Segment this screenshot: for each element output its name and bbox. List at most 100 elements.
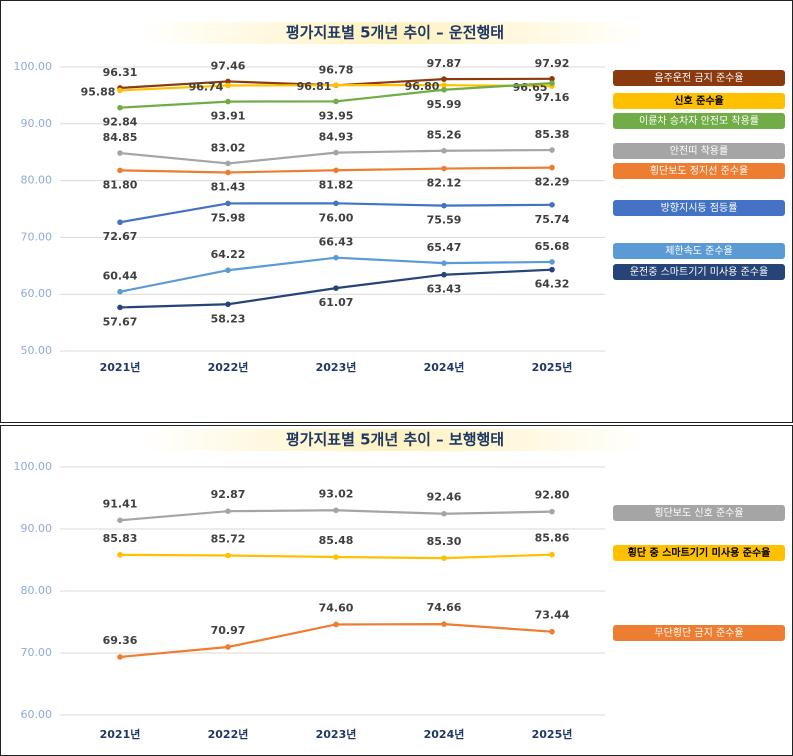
data-label: 91.41 bbox=[103, 497, 138, 510]
data-label: 97.87 bbox=[427, 57, 462, 70]
x-tick-label: 2023년 bbox=[316, 727, 357, 741]
data-label: 92.80 bbox=[535, 489, 570, 502]
title-band bbox=[140, 429, 650, 451]
x-tick-label: 2024년 bbox=[424, 360, 465, 374]
legend-swatch bbox=[613, 143, 785, 159]
data-point bbox=[441, 76, 447, 82]
legend-swatch bbox=[613, 545, 785, 561]
data-label: 85.38 bbox=[535, 128, 570, 141]
legend-swatch bbox=[613, 243, 785, 259]
data-label: 74.60 bbox=[319, 601, 354, 614]
data-label: 97.92 bbox=[535, 57, 570, 70]
x-tick-label: 2025년 bbox=[532, 360, 573, 374]
data-label: 96.81 bbox=[297, 80, 332, 93]
data-point bbox=[549, 259, 555, 265]
data-label: 76.00 bbox=[319, 211, 354, 224]
data-point bbox=[333, 149, 339, 156]
data-label: 64.22 bbox=[211, 248, 246, 261]
y-tick-label: 90.00 bbox=[21, 522, 53, 535]
data-label: 92.84 bbox=[103, 116, 138, 129]
data-label: 66.43 bbox=[319, 236, 354, 249]
data-point bbox=[117, 87, 123, 94]
legend-label: 횡단보도 정지선 준수율 bbox=[650, 165, 748, 177]
data-label: 93.91 bbox=[211, 110, 246, 123]
y-tick-label: 80.00 bbox=[21, 174, 53, 187]
data-point bbox=[225, 82, 231, 89]
data-point bbox=[117, 167, 123, 174]
data-label: 58.23 bbox=[211, 312, 246, 325]
data-label: 85.30 bbox=[427, 535, 462, 548]
data-point bbox=[441, 510, 447, 517]
x-tick-label: 2022년 bbox=[208, 360, 249, 374]
legend-swatch bbox=[613, 625, 785, 641]
legend-swatch bbox=[613, 163, 785, 179]
data-point bbox=[225, 508, 231, 515]
data-point bbox=[117, 654, 123, 660]
data-label: 92.87 bbox=[211, 488, 246, 501]
x-tick-label: 2023년 bbox=[316, 360, 357, 374]
data-point bbox=[225, 552, 231, 559]
data-label: 74.66 bbox=[427, 601, 462, 614]
data-label: 63.43 bbox=[427, 283, 462, 296]
y-tick-label: 90.00 bbox=[21, 117, 53, 130]
legend-label: 횡단보도 신호 준수율 bbox=[654, 507, 743, 519]
y-tick-label: 70.00 bbox=[21, 230, 53, 243]
data-label: 85.72 bbox=[211, 533, 246, 546]
data-label: 93.02 bbox=[319, 487, 354, 500]
data-label: 96.78 bbox=[319, 63, 354, 76]
data-point bbox=[549, 164, 555, 171]
data-label: 73.44 bbox=[535, 609, 570, 622]
y-tick-label: 100.00 bbox=[14, 60, 53, 73]
data-point bbox=[549, 508, 555, 515]
data-label: 92.46 bbox=[427, 491, 462, 504]
data-point bbox=[117, 304, 123, 311]
data-point bbox=[333, 621, 339, 628]
y-tick-label: 50.00 bbox=[21, 344, 53, 357]
x-tick-label: 2021년 bbox=[100, 360, 141, 374]
data-point bbox=[333, 554, 339, 560]
data-point bbox=[117, 552, 123, 558]
legend-swatch bbox=[613, 93, 785, 109]
data-label: 81.82 bbox=[319, 178, 354, 191]
data-label: 75.74 bbox=[535, 213, 570, 226]
legend-label: 무단횡단 금지 준수율 bbox=[654, 627, 743, 639]
y-tick-label: 60.00 bbox=[21, 708, 53, 721]
data-point bbox=[333, 167, 339, 174]
data-label: 96.31 bbox=[103, 66, 138, 79]
title-band bbox=[140, 22, 650, 44]
data-point bbox=[225, 644, 231, 650]
legend-swatch bbox=[613, 264, 785, 280]
data-point bbox=[441, 165, 447, 172]
data-point bbox=[225, 169, 231, 176]
data-label: 65.47 bbox=[427, 241, 462, 254]
y-tick-label: 60.00 bbox=[21, 287, 53, 300]
legend-label: 안전띠 착용률 bbox=[670, 145, 728, 157]
x-tick-label: 2025년 bbox=[532, 727, 573, 741]
y-tick-label: 70.00 bbox=[21, 646, 53, 659]
y-tick-label: 100.00 bbox=[14, 460, 53, 473]
data-point bbox=[333, 98, 339, 105]
data-point bbox=[441, 82, 447, 88]
series-line bbox=[119, 623, 553, 659]
data-point bbox=[549, 80, 555, 86]
data-point bbox=[117, 150, 123, 156]
data-label: 64.32 bbox=[535, 278, 570, 291]
data-label: 57.67 bbox=[103, 315, 138, 328]
legend-label: 횡단 중 스마트기기 미사용 준수율 bbox=[628, 546, 771, 559]
data-label: 84.85 bbox=[103, 131, 138, 144]
data-point bbox=[549, 201, 555, 208]
data-point bbox=[549, 628, 555, 635]
data-point bbox=[225, 78, 231, 85]
data-point bbox=[117, 104, 123, 111]
data-point bbox=[333, 82, 339, 88]
data-label: 69.36 bbox=[103, 634, 138, 647]
data-label: 65.68 bbox=[535, 240, 570, 253]
data-point bbox=[225, 160, 231, 167]
data-label: 85.26 bbox=[427, 129, 462, 142]
data-point bbox=[225, 301, 231, 308]
data-label: 85.86 bbox=[535, 532, 570, 545]
data-point bbox=[117, 288, 123, 295]
data-point bbox=[225, 200, 231, 207]
data-point bbox=[549, 551, 555, 558]
legend-swatch bbox=[613, 200, 785, 216]
